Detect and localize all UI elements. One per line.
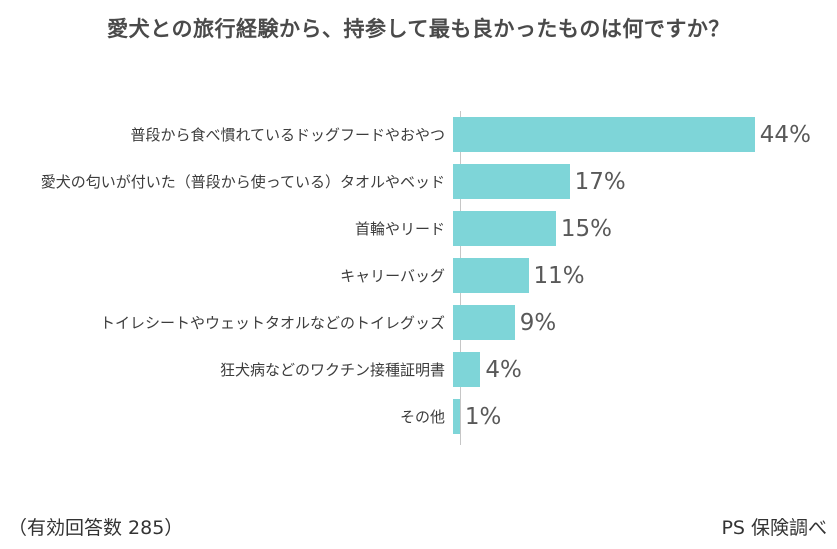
bar	[453, 258, 529, 293]
bar	[453, 399, 460, 434]
source-credit: PS 保険調べ	[721, 517, 827, 539]
chart-row: 愛犬の匂いが付いた（普段から使っている）タオルやベッド 17%	[0, 158, 837, 205]
bar-area: 15%	[453, 205, 837, 252]
value-label: 1%	[464, 403, 502, 430]
value-label: 17%	[574, 168, 626, 195]
category-label: トイレシートやウェットタオルなどのトイレグッズ	[99, 314, 445, 332]
value-label: 9%	[519, 309, 557, 336]
bar	[453, 117, 755, 152]
bar-area: 1%	[453, 393, 837, 440]
category-label: その他	[399, 408, 445, 426]
category-label: キャリーバッグ	[340, 267, 445, 285]
chart-row: その他 1%	[0, 393, 837, 440]
chart-row: キャリーバッグ 11%	[0, 252, 837, 299]
category-label: 普段から食べ慣れているドッグフードやおやつ	[130, 126, 445, 144]
chart-row: 首輪やリード 15%	[0, 205, 837, 252]
category-label: 愛犬の匂いが付いた（普段から使っている）タオルやベッド	[40, 173, 445, 191]
value-label: 11%	[533, 262, 585, 289]
chart-row: 普段から食べ慣れているドッグフードやおやつ 44%	[0, 111, 837, 158]
bar-area: 11%	[453, 252, 837, 299]
bar-area: 44%	[453, 111, 837, 158]
bar	[453, 352, 481, 387]
category-label: 狂犬病などのワクチン接種証明書	[219, 361, 445, 379]
value-label: 15%	[560, 215, 613, 242]
bar	[453, 164, 570, 199]
category-label: 首輪やリード	[354, 220, 445, 238]
chart-row: トイレシートやウェットタオルなどのトイレグッズ 9%	[0, 299, 837, 346]
chart-row: 狂犬病などのワクチン接種証明書 4%	[0, 346, 837, 393]
value-label: 4%	[485, 356, 522, 383]
bar-area: 4%	[453, 346, 837, 393]
bar-area: 9%	[453, 299, 837, 346]
chart-title: 愛犬との旅行経験から、持参して最も良かったものは何ですか？	[107, 17, 730, 41]
sample-size-note: （有効回答数 285）	[8, 517, 184, 539]
bar-area: 17%	[453, 158, 837, 205]
bar	[453, 211, 556, 246]
bar	[453, 305, 515, 340]
chart-rows: 普段から食べ慣れているドッグフードやおやつ 44% 愛犬の匂いが付いた（普段から使っ…	[0, 111, 837, 440]
value-label: 44%	[759, 121, 811, 148]
bar-chart: 普段から食べ慣れているドッグフードやおやつ 44% 愛犬の匂いが付いた（普段から使っ…	[0, 111, 837, 445]
